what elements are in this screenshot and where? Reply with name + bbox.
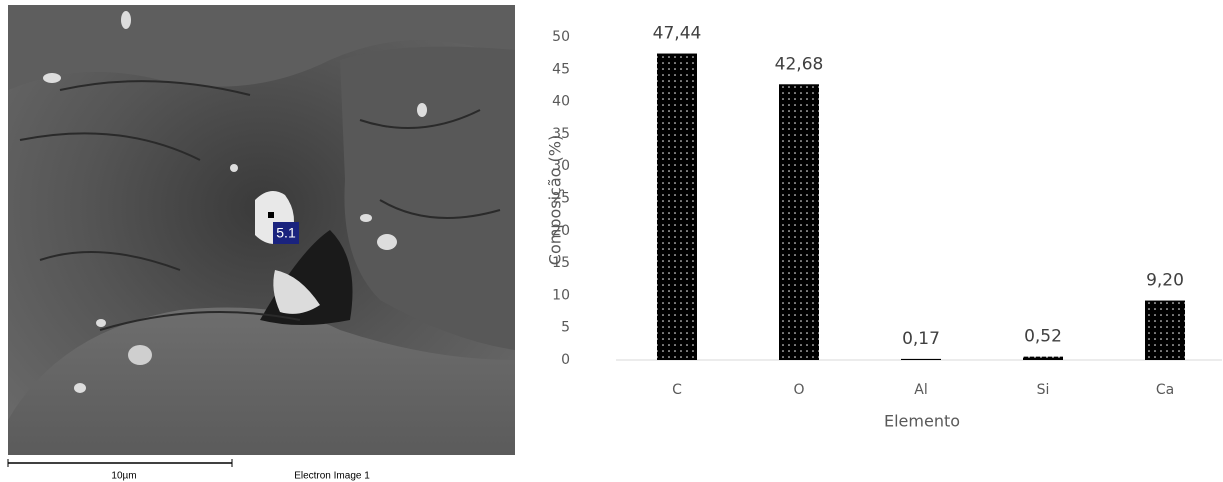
point-label: 5.1: [276, 225, 296, 241]
y-tick-label: 50: [552, 29, 570, 45]
bar: [1023, 356, 1063, 360]
y-tick-label: 40: [552, 94, 570, 110]
y-axis-title: Composição (%): [546, 135, 565, 265]
value-label: 42,68: [775, 54, 824, 74]
value-label: 0,52: [1024, 327, 1062, 347]
y-tick-label: 10: [552, 287, 570, 303]
bar: [901, 358, 941, 360]
y-tick-label: 25: [552, 191, 570, 207]
x-tick-label: Al: [914, 382, 927, 398]
value-label: 9,20: [1146, 271, 1184, 291]
bar: [779, 84, 819, 360]
x-tick-label: Si: [1037, 382, 1050, 398]
y-tick-label: 45: [552, 61, 570, 77]
y-tick-label: 30: [552, 158, 570, 174]
y-tick-label: 15: [552, 255, 570, 271]
image-caption: Electron Image 1: [294, 471, 370, 482]
y-tick-label: 5: [561, 320, 570, 336]
scale-label: 10µm: [111, 471, 136, 482]
value-label: 0,17: [902, 329, 940, 349]
x-axis-title: Elemento: [884, 412, 960, 431]
value-label: 47,44: [653, 24, 702, 44]
bar: [1145, 300, 1185, 360]
y-tick-label: 35: [552, 126, 570, 142]
y-tick-label: 20: [552, 223, 570, 239]
micrograph: 5.1: [8, 5, 515, 455]
scale-bar: 10µm: [7, 459, 233, 482]
bar: [657, 53, 697, 361]
x-tick-label: O: [793, 382, 804, 398]
point-marker: [273, 222, 299, 244]
x-tick-label: Ca: [1156, 382, 1174, 398]
x-tick-label: C: [672, 382, 682, 398]
y-tick-label: 0: [561, 352, 570, 368]
